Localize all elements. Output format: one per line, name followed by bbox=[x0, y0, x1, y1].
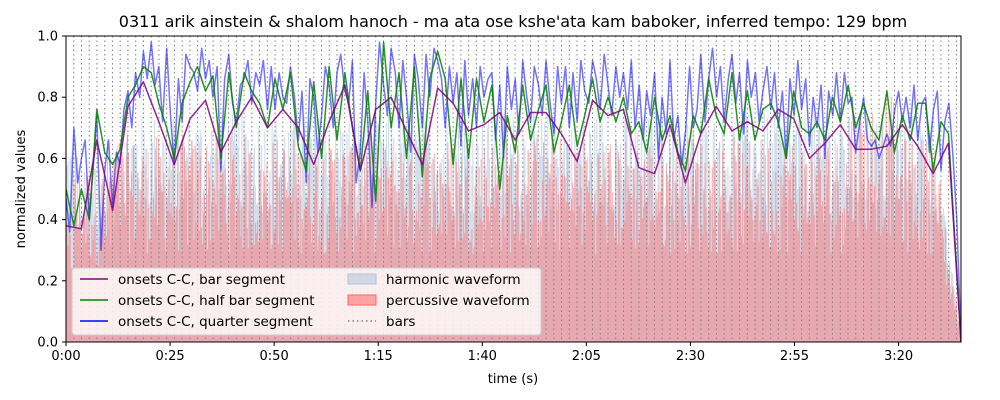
legend-label: harmonic waveform bbox=[386, 272, 521, 288]
series-line-2 bbox=[66, 41, 961, 342]
y-axis-ticks: 0.0 0.2 0.4 0.6 0.8 1.0 bbox=[37, 30, 66, 351]
legend-item: onsets C-C, half bar segment bbox=[80, 293, 315, 309]
x-tick-label: 0:00 bbox=[51, 349, 80, 364]
chart-title: 0311 arik ainstein & shalom hanoch - ma … bbox=[119, 12, 907, 31]
legend-label: onsets C-C, bar segment bbox=[118, 272, 285, 288]
plot-frame bbox=[65, 35, 962, 343]
x-tick-label: 1:40 bbox=[468, 349, 497, 364]
legend-item: bars bbox=[348, 314, 415, 330]
x-axis-label: time (s) bbox=[488, 372, 538, 387]
x-tick-label: 0:50 bbox=[260, 349, 289, 364]
y-tick-label: 0.4 bbox=[37, 213, 58, 228]
legend-item: harmonic waveform bbox=[347, 272, 521, 288]
legend-label: bars bbox=[386, 314, 415, 330]
y-tick-label: 1.0 bbox=[37, 30, 58, 45]
legend-item: percussive waveform bbox=[347, 293, 530, 309]
x-tick-label: 1:15 bbox=[364, 349, 393, 364]
legend-label: onsets C-C, half bar segment bbox=[118, 293, 315, 309]
legend-swatch bbox=[347, 294, 377, 306]
series-line-0 bbox=[66, 81, 961, 342]
onset-series bbox=[66, 41, 961, 342]
legend-label: onsets C-C, quarter segment bbox=[118, 314, 313, 330]
x-axis-ticks: 0:00 0:25 0:50 1:15 1:40 2:05 2:30 2:55 3:20 bbox=[51, 342, 913, 364]
y-axis-label: normalized values bbox=[14, 129, 29, 248]
legend-label: percussive waveform bbox=[386, 293, 530, 309]
y-tick-label: 0.8 bbox=[37, 91, 58, 106]
x-tick-label: 0:25 bbox=[155, 349, 184, 364]
legend-item: onsets C-C, bar segment bbox=[80, 272, 285, 288]
x-tick-label: 2:05 bbox=[572, 349, 601, 364]
legend-box bbox=[71, 267, 542, 336]
x-tick-label: 2:55 bbox=[780, 349, 809, 364]
legend-item: onsets C-C, quarter segment bbox=[80, 314, 313, 330]
legend: onsets C-C, bar segment onsets C-C, half … bbox=[71, 267, 542, 336]
y-tick-label: 0.6 bbox=[37, 152, 58, 167]
x-tick-label: 3:20 bbox=[884, 349, 913, 364]
legend-swatch bbox=[347, 273, 377, 285]
x-tick-label: 2:30 bbox=[676, 349, 705, 364]
y-tick-label: 0.2 bbox=[37, 274, 58, 289]
y-tick-label: 0.0 bbox=[37, 336, 58, 351]
